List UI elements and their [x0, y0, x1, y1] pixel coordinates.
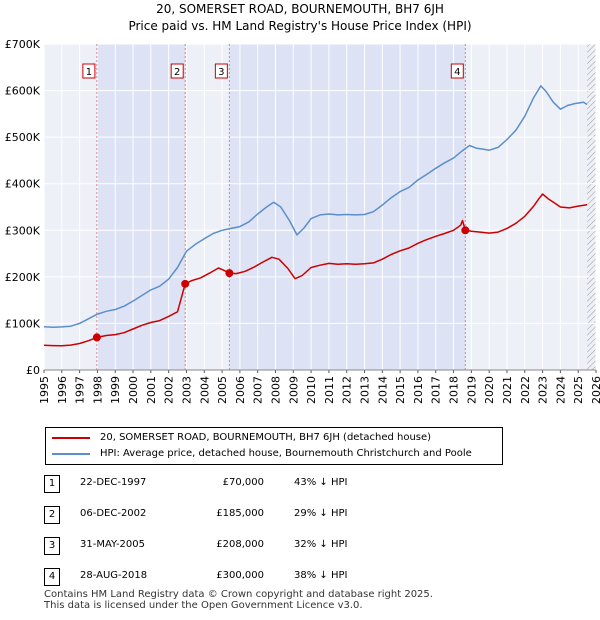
x-tick-label: 2000: [127, 376, 140, 404]
sale-number-badge: 4: [44, 568, 60, 586]
sale-row: 3 31-MAY-2005 £208,000 32% ↓ HPI: [44, 537, 444, 555]
y-tick-label: £400K: [5, 178, 41, 191]
sale-hpi-diff: 38% ↓ HPI: [294, 570, 348, 581]
x-tick-label: 2003: [180, 376, 193, 404]
sale-row: 4 28-AUG-2018 £300,000 38% ↓ HPI: [44, 568, 444, 586]
sale-label-number: 2: [174, 67, 180, 78]
sale-date: 31-MAY-2005: [80, 539, 146, 550]
y-tick-label: £300K: [5, 224, 41, 237]
y-tick-label: £700K: [5, 38, 41, 51]
sale-point: [92, 333, 101, 342]
legend-label-property: 20, SOMERSET ROAD, BOURNEMOUTH, BH7 6JH …: [100, 432, 432, 443]
sale-period-shade: [96, 44, 186, 370]
x-tick-label: 2013: [359, 376, 372, 404]
sale-row: 2 06-DEC-2002 £185,000 29% ↓ HPI: [44, 506, 444, 524]
y-tick-label: £0: [26, 364, 40, 377]
x-tick-label: 2004: [198, 376, 211, 404]
sale-point: [461, 226, 470, 235]
x-tick-label: 2025: [572, 376, 585, 404]
sale-date: 06-DEC-2002: [80, 508, 147, 519]
sale-hpi-diff: 43% ↓ HPI: [294, 477, 348, 488]
x-tick-label: 2006: [234, 376, 247, 404]
x-tick-label: 1997: [74, 376, 87, 404]
sale-hpi-diff: 32% ↓ HPI: [294, 539, 348, 550]
hpi-line: [43, 85, 588, 328]
sale-label-box: [170, 63, 184, 79]
sale-hpi-diff: 29% ↓ HPI: [294, 508, 348, 519]
footer-copyright: Contains HM Land Registry data © Crown c…: [44, 589, 433, 600]
sale-label-box: [214, 63, 228, 79]
x-tick-label: 2011: [323, 376, 336, 404]
sale-number-badge: 3: [44, 537, 60, 555]
sale-period-shade: [229, 44, 466, 370]
sale-point: [225, 269, 234, 278]
x-tick-label: 2024: [554, 376, 567, 404]
x-tick-label: 2001: [145, 376, 158, 404]
sale-price: £208,000: [216, 539, 264, 550]
x-tick-label: 2016: [412, 376, 425, 404]
x-tick-label: 1996: [56, 376, 69, 404]
y-tick-label: £100K: [5, 317, 41, 330]
x-tick-label: 1999: [109, 376, 122, 404]
sale-label-box: [450, 63, 464, 79]
sale-number-badge: 2: [44, 506, 60, 524]
legend-swatch-hpi: [52, 453, 90, 455]
x-tick-label: 2005: [216, 376, 229, 404]
sale-label-box: [82, 63, 96, 79]
sale-label-number: 1: [86, 67, 92, 78]
x-tick-label: 2026: [590, 376, 600, 404]
legend-swatch-property: [52, 437, 90, 439]
y-tick-label: £200K: [5, 271, 41, 284]
x-tick-label: 1995: [38, 376, 51, 404]
footer: Contains HM Land Registry data © Crown c…: [44, 589, 433, 611]
x-tick-label: 2010: [305, 376, 318, 404]
sale-price: £70,000: [222, 477, 264, 488]
y-tick-label: £500K: [5, 131, 41, 144]
x-tick-label: 2021: [501, 376, 514, 404]
x-tick-label: 2009: [287, 376, 300, 404]
x-tick-label: 2023: [537, 376, 550, 404]
sale-row: 1 22-DEC-1997 £70,000 43% ↓ HPI: [44, 475, 444, 493]
x-tick-label: 2018: [448, 376, 461, 404]
sale-label-number: 3: [218, 67, 224, 78]
x-tick-label: 2008: [269, 376, 282, 404]
sale-price: £300,000: [216, 570, 264, 581]
x-tick-label: 1998: [91, 376, 104, 404]
sale-number-badge: 1: [44, 475, 60, 493]
y-tick-label: £600K: [5, 85, 41, 98]
x-tick-label: 2012: [341, 376, 354, 404]
chart-subtitle: Price paid vs. HM Land Registry's House …: [128, 19, 472, 33]
x-tick-label: 2019: [465, 376, 478, 404]
sale-price: £185,000: [216, 508, 264, 519]
property-price-line: [43, 193, 588, 347]
legend-label-hpi: HPI: Average price, detached house, Bour…: [100, 448, 472, 459]
footer-licence: This data is licensed under the Open Gov…: [44, 600, 363, 611]
x-tick-label: 2014: [376, 376, 389, 404]
x-tick-label: 2017: [430, 376, 443, 404]
x-tick-label: 2002: [163, 376, 176, 404]
x-tick-label: 2020: [483, 376, 496, 404]
chart-title: 20, SOMERSET ROAD, BOURNEMOUTH, BH7 6JH: [156, 2, 444, 16]
sale-point: [181, 279, 190, 288]
x-tick-label: 2007: [252, 376, 265, 404]
sale-date: 22-DEC-1997: [80, 477, 147, 488]
x-tick-label: 2022: [519, 376, 532, 404]
x-tick-label: 2015: [394, 376, 407, 404]
price-chart: £0 £100K £200K £300K £400K £500K £600K £700K 199…: [5, 38, 600, 404]
forecast-hatch: [587, 44, 596, 370]
legend: 20, SOMERSET ROAD, BOURNEMOUTH, BH7 6JH …: [45, 427, 503, 465]
sale-date: 28-AUG-2018: [80, 570, 148, 581]
sale-label-number: 4: [454, 67, 460, 78]
